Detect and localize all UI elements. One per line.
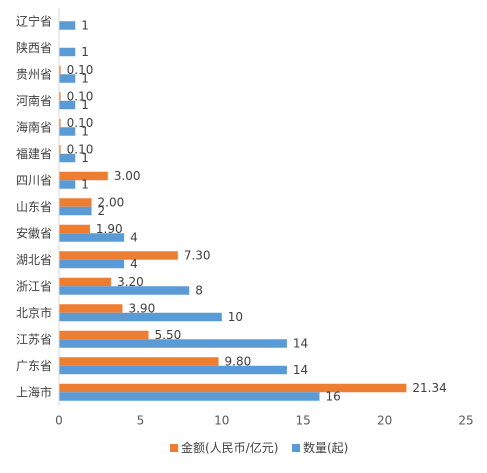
category-label: 海南省 xyxy=(16,119,52,134)
data-label-count: 4 xyxy=(130,257,138,271)
category-label: 上海市 xyxy=(16,384,52,399)
category-label: 广东省 xyxy=(16,359,52,373)
x-tick-label: 25 xyxy=(458,414,473,428)
category-labels: 辽宁省陕西省贵州省河南省海南省福建省四川省山东省安徽省湖北省浙江省北京市江苏省广… xyxy=(16,13,52,399)
category-label: 贵州省 xyxy=(16,67,52,81)
x-tick-label: 10 xyxy=(214,414,229,428)
data-label-count: 10 xyxy=(228,310,243,324)
data-label-amount: 0.10 xyxy=(67,90,94,104)
legend-swatch-count xyxy=(292,444,300,452)
bar-count xyxy=(59,365,287,375)
bar-amount xyxy=(59,198,92,207)
category-label: 河南省 xyxy=(16,93,52,108)
x-tick-labels: 0 5 10 15 20 25 xyxy=(55,414,473,428)
bar-count xyxy=(59,206,92,216)
data-label-amount: 0.10 xyxy=(67,143,94,157)
bar-count xyxy=(59,312,222,322)
category-label: 江苏省 xyxy=(16,332,52,346)
bar-amount xyxy=(59,277,112,287)
data-label-count: 14 xyxy=(293,337,308,351)
bar-amount xyxy=(59,118,61,128)
data-label-count: 8 xyxy=(195,284,203,298)
legend-swatch-amount xyxy=(170,444,178,452)
bar-amount xyxy=(59,65,61,75)
bar-amount xyxy=(59,224,90,234)
category-label: 安徽省 xyxy=(16,225,52,240)
data-label-amount: 5.50 xyxy=(155,328,182,342)
data-label-count: 1 xyxy=(81,178,89,192)
x-tick-label: 15 xyxy=(296,414,311,428)
category-label: 福建省 xyxy=(16,146,52,161)
bar-count xyxy=(59,339,287,348)
bar-amount xyxy=(59,145,61,154)
data-label-amount: 3.90 xyxy=(128,302,155,316)
data-label-count: 16 xyxy=(325,390,340,404)
data-label-amount: 0.10 xyxy=(67,116,94,130)
bar-amount xyxy=(59,304,123,313)
data-label-count: 1 xyxy=(81,98,89,112)
category-label: 湖北省 xyxy=(16,252,52,267)
data-label-amount: 0.10 xyxy=(67,63,94,77)
legend: 金额(人民币/亿元) 数量(起) xyxy=(170,440,348,455)
bar-count xyxy=(59,180,76,189)
data-label-amount: 1.90 xyxy=(96,222,123,236)
bar-count xyxy=(59,21,76,30)
bar-count xyxy=(59,259,125,269)
legend-label-count: 数量(起) xyxy=(303,440,348,455)
bar-count xyxy=(59,233,125,242)
category-label: 辽宁省 xyxy=(16,13,52,28)
bar-amount xyxy=(59,171,108,181)
data-label-amount: 3.20 xyxy=(117,275,144,289)
data-label-count: 1 xyxy=(81,151,89,165)
data-label-amount: 9.80 xyxy=(225,355,252,369)
bar-amount xyxy=(59,92,61,101)
bar-count xyxy=(59,74,76,83)
data-label-count: 1 xyxy=(81,72,89,86)
category-label: 北京市 xyxy=(16,305,52,320)
bar-amount xyxy=(59,251,178,260)
bar-count xyxy=(59,127,76,136)
data-label-count: 1 xyxy=(81,45,89,59)
bar-amount xyxy=(59,330,149,340)
bar-amount xyxy=(59,383,407,393)
category-label: 浙江省 xyxy=(16,279,52,293)
bar-count xyxy=(59,153,76,163)
data-label-count: 4 xyxy=(130,231,138,245)
bar-count xyxy=(59,47,76,57)
bar-count xyxy=(59,392,320,401)
data-label-count: 14 xyxy=(293,363,308,377)
data-label-amount: 21.34 xyxy=(412,381,446,395)
data-label-amount: 3.00 xyxy=(114,169,141,183)
bar-count xyxy=(59,100,76,110)
data-label-count: 1 xyxy=(81,125,89,139)
bars-layer xyxy=(59,21,407,401)
data-label-count: 1 xyxy=(81,19,89,33)
bar-amount xyxy=(59,357,219,366)
x-tick-label: 0 xyxy=(55,414,63,428)
category-label: 山东省 xyxy=(16,200,52,214)
category-label: 四川省 xyxy=(16,173,52,187)
x-tick-label: 20 xyxy=(377,414,392,428)
data-label-amount: 7.30 xyxy=(184,249,211,263)
data-label-count: 2 xyxy=(98,204,106,218)
legend-label-amount: 金额(人民币/亿元) xyxy=(181,440,278,455)
x-tick-label: 5 xyxy=(137,414,145,428)
data-labels: 110.1010.1010.1010.1013.0012.0021.9047.3… xyxy=(67,19,447,404)
data-label-amount: 2.00 xyxy=(98,196,125,210)
category-label: 陕西省 xyxy=(16,40,52,55)
bar-count xyxy=(59,286,190,295)
